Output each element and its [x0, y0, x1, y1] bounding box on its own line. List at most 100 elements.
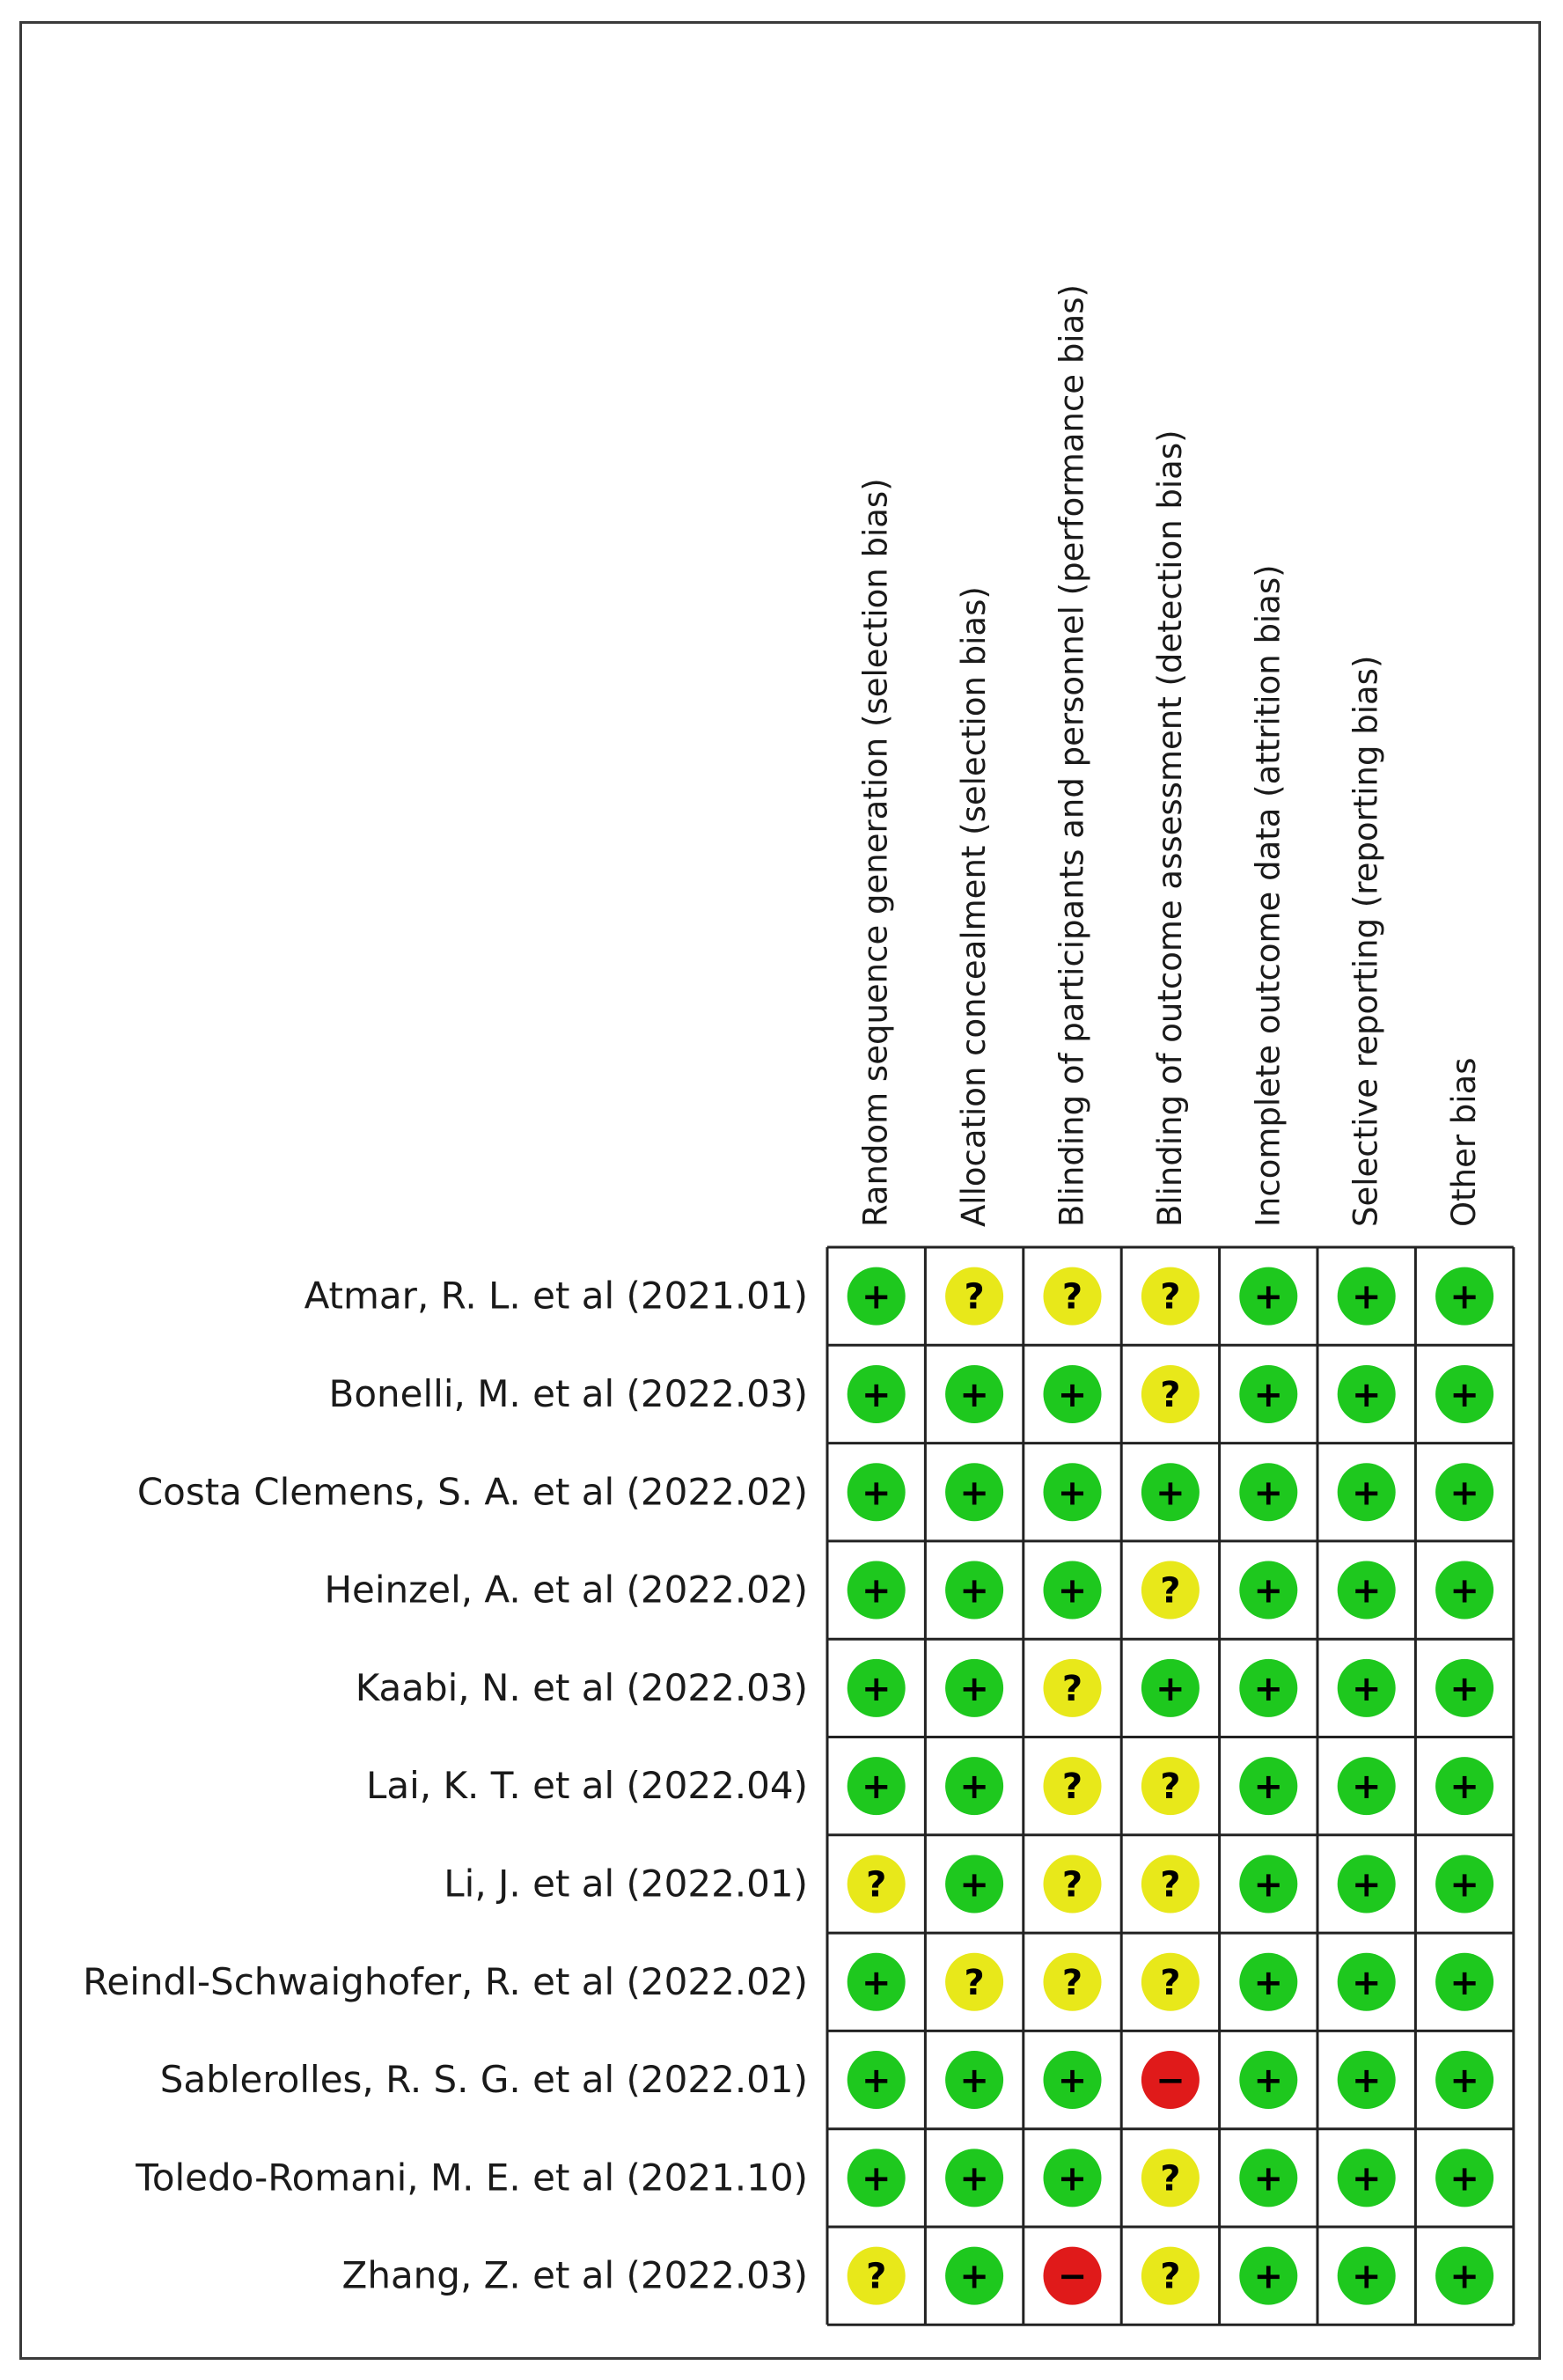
rating-mark-low-risk: + — [945, 1364, 1004, 1423]
rating-symbol: + — [1449, 2060, 1479, 2101]
rating-mark-low-risk: + — [1239, 2149, 1298, 2207]
rating-circle — [1141, 1364, 1200, 1423]
rating-mark-low-risk: + — [1435, 2149, 1494, 2207]
rating-mark-low-risk: + — [945, 1757, 1004, 1816]
column-headers: Random sequence generation (selection bi… — [857, 284, 1483, 1227]
rating-circle — [1435, 1658, 1494, 1717]
rating-circle — [1435, 1364, 1494, 1423]
rating-symbol: + — [1352, 2158, 1382, 2199]
rating-circle — [945, 1267, 1004, 1326]
rating-symbol: + — [1254, 1864, 1284, 1905]
rating-circle — [1337, 1364, 1396, 1423]
rating-mark-low-risk: + — [1337, 1952, 1396, 2011]
rating-symbol: + — [1449, 1767, 1479, 1807]
rating-circle — [1043, 1364, 1102, 1423]
rating-symbol: ? — [964, 1277, 984, 1318]
rating-symbol: + — [862, 1473, 892, 1513]
rating-circle — [1435, 1463, 1494, 1522]
rating-symbol: + — [862, 1571, 892, 1612]
rating-mark-low-risk: + — [1337, 2051, 1396, 2110]
study-label: Atmar, R. L. et al (2021.01) — [305, 1274, 808, 1318]
rating-circle — [1141, 1952, 1200, 2011]
rating-circle — [1043, 2149, 1102, 2207]
rating-symbol: + — [1254, 2060, 1284, 2101]
rating-symbol: + — [959, 2060, 989, 2101]
rating-symbol: + — [1352, 1767, 1382, 1807]
rating-symbol: ? — [964, 1963, 984, 2003]
rating-circle — [847, 1561, 906, 1620]
rating-mark-low-risk: + — [1435, 1757, 1494, 1816]
rating-symbol: + — [1058, 1571, 1088, 1612]
study-label: Bonelli, M. et al (2022.03) — [329, 1372, 808, 1415]
rating-circle — [847, 2051, 906, 2110]
rating-circle — [1435, 2149, 1494, 2207]
rating-symbol: + — [1352, 1864, 1382, 1905]
rating-mark-unclear-risk: ? — [1141, 1267, 1200, 1326]
rating-mark-low-risk: + — [1337, 1267, 1396, 1326]
rating-mark-low-risk: + — [945, 1561, 1004, 1620]
rating-circle — [1043, 1658, 1102, 1717]
rating-circle — [1337, 2051, 1396, 2110]
rating-circle — [1043, 2246, 1102, 2305]
rating-mark-low-risk: + — [1337, 1364, 1396, 1423]
rating-circle — [847, 2246, 906, 2305]
column-header: Random sequence generation (selection bi… — [857, 478, 895, 1227]
rating-circle — [847, 1855, 906, 1914]
rating-circle — [1043, 1757, 1102, 1816]
rating-mark-unclear-risk: ? — [1141, 1952, 1200, 2011]
rating-symbol: ? — [1160, 1864, 1180, 1905]
rating-symbol: + — [1352, 1571, 1382, 1612]
rating-symbol: ? — [1062, 1767, 1082, 1807]
rating-symbol: + — [1254, 1473, 1284, 1513]
rating-symbol: + — [1449, 1963, 1479, 2003]
rating-mark-low-risk: + — [847, 1757, 906, 1816]
rating-circle — [1141, 1658, 1200, 1717]
rating-mark-low-risk: + — [1141, 1658, 1200, 1717]
rating-mark-low-risk: + — [1239, 1658, 1298, 1717]
rating-mark-low-risk: + — [1043, 1561, 1102, 1620]
rating-mark-low-risk: + — [1435, 2051, 1494, 2110]
rating-circle — [1435, 1952, 1494, 2011]
rating-mark-unclear-risk: ? — [945, 1267, 1004, 1326]
rating-circle — [945, 1757, 1004, 1816]
rating-circle — [1337, 2149, 1396, 2207]
rating-mark-low-risk: + — [945, 1463, 1004, 1522]
rating-circle — [847, 1757, 906, 1816]
rating-mark-low-risk: + — [1239, 1855, 1298, 1914]
rating-circle — [1043, 1561, 1102, 1620]
rating-mark-unclear-risk: ? — [1043, 1952, 1102, 2011]
rating-circle — [1239, 1658, 1298, 1717]
study-labels: Atmar, R. L. et al (2021.01) Bonelli, M. … — [83, 1274, 808, 2297]
rating-circle — [847, 1364, 906, 1423]
rating-mark-low-risk: + — [1435, 2246, 1494, 2305]
rating-symbol: + — [1449, 1473, 1479, 1513]
rating-symbol: + — [862, 1963, 892, 2003]
rating-symbol: + — [959, 2158, 989, 2199]
rating-circle — [1239, 2246, 1298, 2305]
rating-mark-low-risk: + — [1337, 1855, 1396, 1914]
rating-circle — [1337, 1757, 1396, 1816]
column-header: Blinding of outcome assessment (detectio… — [1151, 430, 1189, 1227]
rating-circle — [1435, 1561, 1494, 1620]
study-label: Sablerolles, R. S. G. et al (2022.01) — [160, 2058, 808, 2101]
rating-mark-low-risk: + — [1043, 1463, 1102, 1522]
rating-symbol: + — [959, 1473, 989, 1513]
rating-circle — [1337, 1561, 1396, 1620]
rating-circle — [1141, 1267, 1200, 1326]
rating-circle — [1337, 1952, 1396, 2011]
rating-mark-low-risk: + — [1239, 1561, 1298, 1620]
rating-circle — [1239, 1757, 1298, 1816]
rating-circle — [847, 1658, 906, 1717]
rating-circle — [945, 2246, 1004, 2305]
rating-circle — [945, 1658, 1004, 1717]
rating-circle — [1239, 1267, 1298, 1326]
rating-symbol: + — [1254, 1767, 1284, 1807]
rating-symbol: + — [1352, 2257, 1382, 2297]
rating-symbol: + — [959, 1864, 989, 1905]
rating-mark-unclear-risk: ? — [1043, 1658, 1102, 1717]
rating-circle — [1337, 1855, 1396, 1914]
rating-symbol: ? — [1160, 1375, 1180, 1415]
rating-symbol: ? — [1062, 1277, 1082, 1318]
rating-mark-low-risk: + — [1043, 2051, 1102, 2110]
